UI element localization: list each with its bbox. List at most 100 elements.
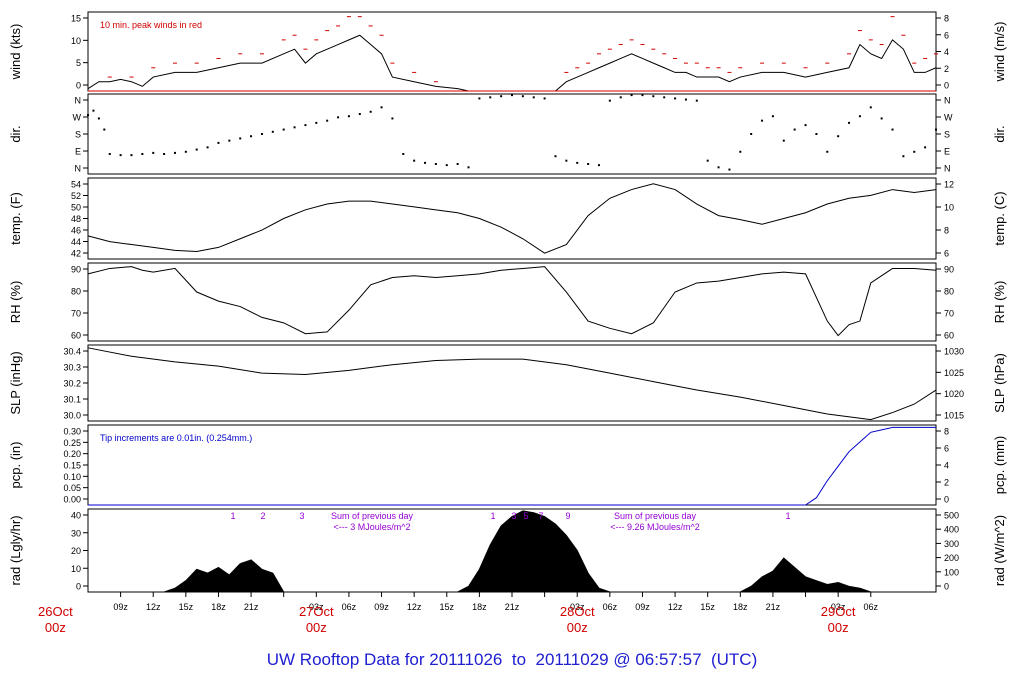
dir-point (108, 153, 111, 155)
dir-point (902, 155, 905, 158)
x-tick-label: 12z (407, 602, 422, 612)
footer-tz: (UTC) (710, 650, 758, 669)
rad-left-tick-label: 30 (71, 528, 81, 538)
footer-prefix: UW Rooftop Data for (266, 650, 425, 669)
rad-note-line2: <--- 9.26 MJoules/m^2 (610, 522, 700, 532)
dir-point (554, 155, 557, 158)
dir-point (663, 96, 666, 99)
dir-point (739, 150, 742, 153)
wind-frame (87, 11, 937, 92)
dir-point (695, 99, 698, 102)
pcp-left-tick-label: 0.20 (63, 449, 81, 459)
pcp-left-tick-label: 0.30 (63, 427, 81, 437)
dir-point (217, 141, 220, 144)
dir-left-tick-label: W (73, 113, 82, 123)
slp-left-tick-label: 30.2 (63, 379, 81, 389)
dir-point (935, 128, 937, 131)
slp-right-tick-label: 1015 (944, 411, 964, 421)
rad-note-line1: Sum of previous day (614, 511, 697, 521)
rh-right-tick-label: 80 (944, 287, 954, 297)
dir-point (445, 164, 448, 167)
dir-right-tick-label: W (944, 113, 953, 123)
dir-point (489, 96, 492, 99)
dir-point (641, 94, 644, 97)
wind-left-tick-label: 0 (76, 81, 81, 91)
rh-line (87, 266, 937, 337)
x-tick-label: 09z (113, 602, 128, 612)
footer-end: 20111029 (535, 650, 609, 669)
dir-point (880, 117, 883, 120)
dir-point (684, 98, 687, 101)
rad-marker: 5 (523, 511, 528, 521)
rh-ylabel-left: RH (%) (8, 281, 23, 324)
slp-left-tick-label: 30.4 (63, 347, 81, 357)
dir-point (869, 106, 872, 109)
wind-ylabel-right: wind (m/s) (992, 22, 1007, 83)
dir-point (347, 115, 350, 118)
pcp-ylabel-left: pcp. (in) (8, 442, 23, 489)
rh-frame (87, 262, 937, 342)
dir-ylabel-right: dir. (992, 125, 1007, 142)
temp-ylabel-left: temp. (F) (8, 192, 23, 245)
temp-left-tick-label: 54 (71, 180, 81, 190)
wind-annotation: 10 min. peak winds in red (100, 20, 202, 30)
wind-right-tick-label: 8 (944, 14, 949, 24)
dir-point (260, 133, 263, 135)
rad-note-line1: Sum of previous day (331, 511, 414, 521)
dir-point (152, 151, 155, 154)
dir-point (532, 96, 535, 99)
dir-point (706, 159, 709, 162)
dir-point (315, 121, 318, 124)
temp-ylabel-right: temp. (C) (992, 191, 1007, 245)
dir-point (608, 99, 611, 102)
x-tick-label: 03z (309, 602, 324, 612)
x-tick-label: 21z (244, 602, 259, 612)
slp-line (87, 347, 937, 421)
pcp-left-tick-label: 0.25 (63, 438, 81, 448)
x-tick-label: 12z (146, 602, 161, 612)
rad-marker: 7 (538, 511, 543, 521)
wind-left-tick-label: 5 (76, 58, 81, 68)
slp-ylabel-left: SLP (inHg) (8, 351, 23, 414)
x-tick-label: 03z (570, 602, 585, 612)
dir-left-tick-label: E (75, 147, 81, 157)
pcp-left-tick-label: 0.00 (63, 495, 81, 505)
slp-left-tick-label: 30.3 (63, 363, 81, 373)
x-tick-label: 06z (864, 602, 879, 612)
dir-point (206, 146, 209, 149)
dir-point (87, 114, 89, 117)
rad-marker: 1 (490, 511, 495, 521)
slp-right-tick-label: 1025 (944, 368, 964, 378)
wind-right-tick-label: 0 (944, 81, 949, 91)
rad-right-tick-label: 200 (944, 553, 959, 563)
wind-mean-line (87, 34, 937, 92)
rh-right-tick-label: 90 (944, 265, 954, 275)
rad-note-line2: <--- 3 MJoules/m^2 (334, 522, 411, 532)
day-label-date: 27Oct (299, 604, 334, 619)
dir-point (728, 168, 731, 171)
temp-line (87, 183, 937, 254)
dir-point (597, 164, 600, 167)
x-tick-label: 06z (603, 602, 618, 612)
pcp-right-tick-label: 4 (944, 461, 949, 471)
dir-point (478, 97, 481, 100)
dir-point (804, 124, 807, 127)
dir-left-tick-label: N (75, 96, 82, 106)
rad-right-tick-label: 400 (944, 525, 959, 535)
x-tick-label: 15z (179, 602, 194, 612)
dir-point (304, 124, 307, 127)
footer-start: 20111026 (429, 650, 503, 669)
slp-frame (87, 344, 937, 422)
x-tick-label: 12z (668, 602, 683, 612)
dir-point (782, 139, 785, 142)
dir-point (413, 159, 416, 162)
dir-point (652, 95, 655, 98)
rad-marker: 9 (565, 511, 570, 521)
rh-left-tick-label: 90 (71, 265, 81, 275)
rad-ylabel-left: rad (Lgly/hr) (8, 515, 23, 585)
x-tick-label: 21z (505, 602, 520, 612)
pcp-right-tick-label: 2 (944, 478, 949, 488)
dir-point (761, 119, 764, 122)
rh-right-tick-label: 70 (944, 309, 954, 319)
temp-right-tick-label: 12 (944, 180, 954, 190)
